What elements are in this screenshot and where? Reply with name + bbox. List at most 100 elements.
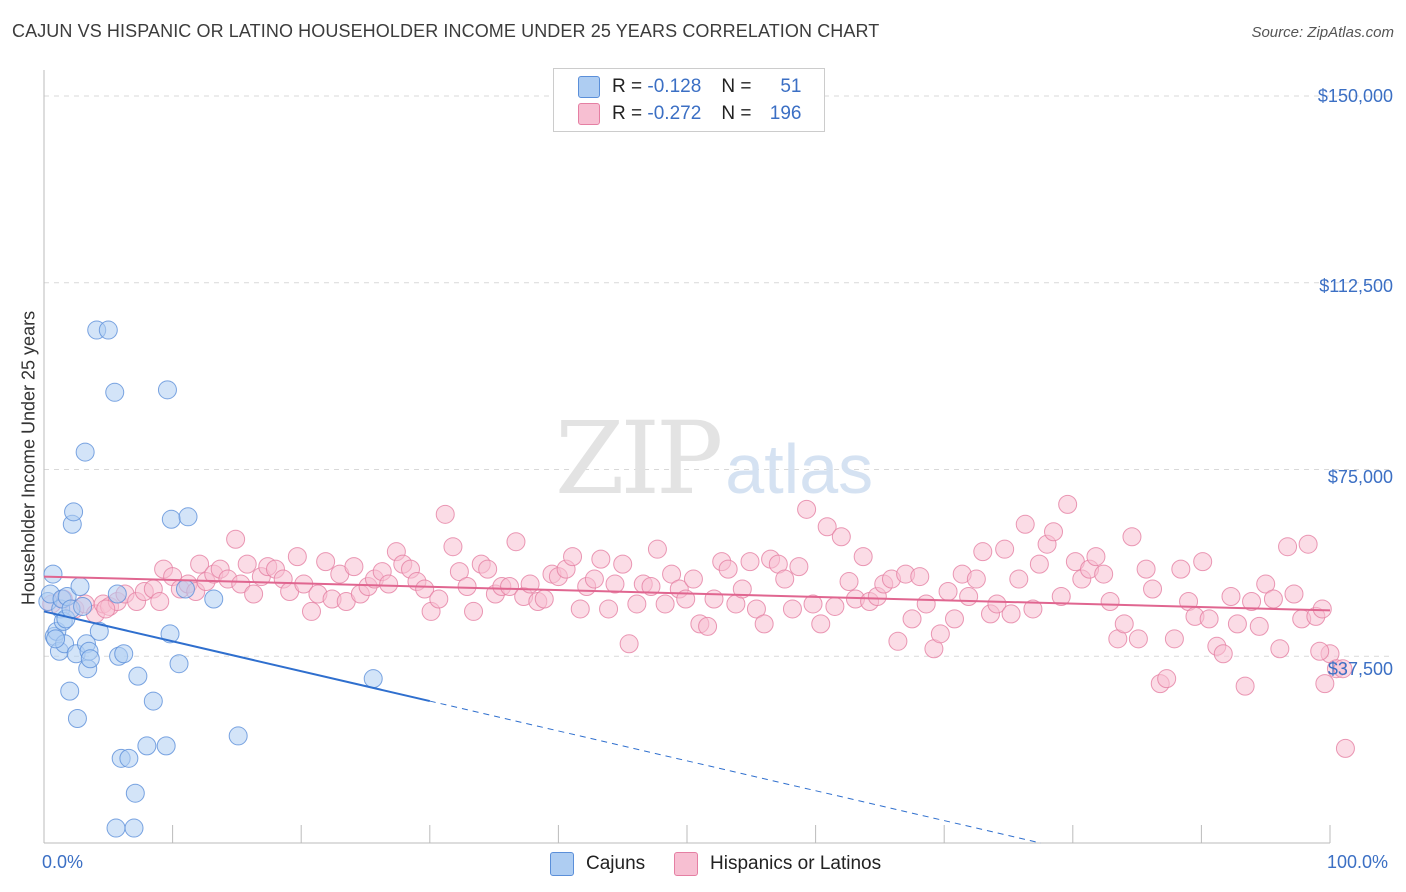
cajun-point-35 — [124, 818, 144, 838]
hispanic-point-137 — [1029, 554, 1049, 574]
legend-row-hispanics: R = -0.272 N = 196 — [578, 101, 802, 127]
hispanic-point-108 — [825, 596, 845, 616]
hispanic-point-59 — [478, 559, 498, 579]
cajun-trendline — [43, 610, 431, 703]
y-tick-label-37500: $37,500 — [1327, 659, 1393, 679]
bottom-legend-label-cajuns: Cajuns — [586, 853, 646, 874]
hispanic-point-62 — [500, 577, 520, 597]
hispanic-point-175 — [1298, 534, 1318, 554]
hispanic-point-168 — [1249, 616, 1269, 636]
legend-n-label: N = — [721, 76, 752, 97]
hispanic-point-152 — [1136, 559, 1156, 579]
cajun-point-42 — [160, 624, 180, 644]
legend-row-cajuns: R = -0.128 N = 51 — [578, 74, 802, 100]
y-tick-label-150000: $150,000 — [1317, 86, 1393, 106]
hispanic-point-80 — [627, 594, 647, 614]
y-tick-label-112500: $112,500 — [1319, 276, 1393, 296]
legend-n-value-cajuns: 51 — [780, 76, 802, 97]
legend-n-label: N = — [721, 103, 752, 124]
hispanic-point-24 — [231, 574, 251, 594]
cajun-point-41 — [157, 380, 177, 400]
hispanic-point-125 — [944, 609, 964, 629]
cajun-point-30 — [107, 584, 127, 604]
cajun-point-39 — [143, 691, 163, 711]
hispanic-point-97 — [746, 599, 766, 619]
hispanic-point-56 — [457, 577, 477, 597]
hispanic-point-18 — [190, 554, 210, 574]
hispanic-point-132 — [995, 539, 1015, 559]
legend-r-label: R = — [612, 76, 643, 97]
hispanic-point-161 — [1199, 609, 1219, 629]
cajun-point-44 — [169, 654, 189, 674]
watermark: ZIPatlas — [555, 400, 873, 517]
y-axis-label: Householder Income Under 25 years — [18, 310, 39, 606]
y-tick-label-75000: $75,000 — [1327, 467, 1393, 487]
hispanic-point-54 — [443, 537, 463, 557]
hispanic-point-106 — [811, 614, 831, 634]
cajun-point-28 — [105, 382, 125, 402]
cajun-point-43 — [161, 509, 181, 529]
hispanic-point-36 — [316, 552, 336, 572]
hispanic-point-135 — [1015, 514, 1035, 534]
legend-n-value-hispanics: 196 — [769, 103, 802, 124]
cajun-point-48 — [228, 726, 248, 746]
cajun-point-15 — [64, 502, 84, 522]
hispanic-point-98 — [754, 614, 774, 634]
hispanic-point-147 — [1100, 591, 1120, 611]
hispanic-point-171 — [1270, 639, 1290, 659]
hispanic-point-150 — [1122, 527, 1142, 547]
cajun-point-46 — [178, 507, 198, 527]
x-tick-label-min: 0.0% — [42, 852, 84, 872]
cajun-point-50 — [46, 629, 66, 649]
hispanic-point-140 — [1051, 586, 1071, 606]
hispanic-point-178 — [1315, 674, 1335, 694]
hispanic-point-63 — [506, 532, 526, 552]
hispanic-point-50 — [415, 579, 435, 599]
hispanic-point-79 — [619, 634, 639, 654]
hispanic-point-12 — [150, 591, 170, 611]
hispanic-point-131 — [987, 594, 1007, 614]
hispanic-point-71 — [563, 547, 583, 567]
hispanic-point-90 — [698, 616, 718, 636]
hispanic-point-32 — [287, 547, 307, 567]
hispanic-point-74 — [584, 569, 604, 589]
hispanic-point-151 — [1128, 629, 1148, 649]
cajun-point-12 — [60, 681, 80, 701]
cajun-point-27 — [98, 320, 118, 340]
hispanic-point-145 — [1086, 547, 1106, 567]
hispanic-point-109 — [831, 527, 851, 547]
hispanic-point-107 — [817, 517, 837, 537]
watermark-atlas: atlas — [725, 430, 874, 508]
hispanic-point-76 — [599, 599, 619, 619]
hispanic-point-53 — [435, 504, 455, 524]
hispanic-point-112 — [853, 547, 873, 567]
hispanic-point-93 — [718, 559, 738, 579]
hispanic-point-75 — [591, 549, 611, 569]
hispanic-point-121 — [916, 594, 936, 614]
hispanic-point-123 — [930, 624, 950, 644]
legend-r-value-cajuns: -0.128 — [647, 76, 702, 97]
hispanic-point-182 — [1335, 738, 1355, 758]
hispanic-point-67 — [534, 589, 554, 609]
cajun-point-37 — [128, 666, 148, 686]
source-label: Source: ZipAtlas.com — [1251, 24, 1394, 41]
hispanic-point-169 — [1256, 574, 1276, 594]
legend-r-label: R = — [612, 103, 643, 124]
hispanic-point-129 — [973, 542, 993, 562]
hispanic-point-102 — [782, 599, 802, 619]
hispanic-point-91 — [704, 589, 724, 609]
hispanic-point-119 — [902, 609, 922, 629]
cajun-point-24 — [80, 649, 100, 669]
cajun-point-17 — [67, 709, 87, 728]
hispanic-point-136 — [1023, 599, 1043, 619]
hispanic-point-184 — [96, 599, 116, 619]
cajun-point-47 — [204, 589, 224, 609]
hispanic-point-170 — [1263, 589, 1283, 609]
hispanic-point-45 — [379, 574, 399, 594]
hispanic-point-181 — [1333, 659, 1353, 679]
x-tick-label-max: 100.0% — [1327, 852, 1389, 872]
cajun-point-33 — [114, 644, 134, 664]
hispanic-point-133 — [1001, 604, 1021, 624]
hispanic-point-167 — [1242, 591, 1262, 611]
